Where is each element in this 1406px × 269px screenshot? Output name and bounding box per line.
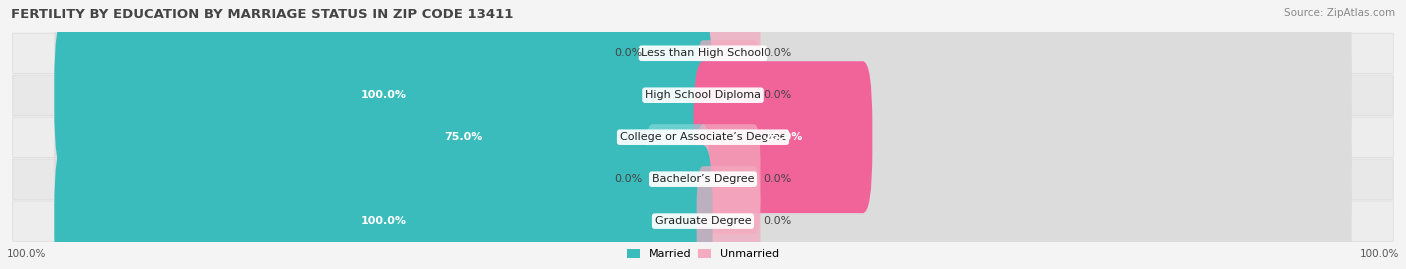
FancyBboxPatch shape [696,0,761,108]
Text: College or Associate’s Degree: College or Associate’s Degree [620,132,786,142]
FancyBboxPatch shape [696,124,761,234]
FancyBboxPatch shape [55,19,713,171]
FancyBboxPatch shape [13,159,1393,199]
Text: 0.0%: 0.0% [614,174,643,184]
FancyBboxPatch shape [55,145,713,269]
Text: 0.0%: 0.0% [763,174,792,184]
FancyBboxPatch shape [693,61,872,213]
Text: Less than High School: Less than High School [641,48,765,58]
Text: 25.0%: 25.0% [763,132,801,142]
FancyBboxPatch shape [693,145,1351,269]
FancyBboxPatch shape [214,61,713,213]
FancyBboxPatch shape [693,19,1351,171]
Text: High School Diploma: High School Diploma [645,90,761,100]
FancyBboxPatch shape [645,124,710,234]
FancyBboxPatch shape [55,103,713,255]
FancyBboxPatch shape [693,61,1351,213]
Text: 0.0%: 0.0% [763,48,792,58]
Text: Source: ZipAtlas.com: Source: ZipAtlas.com [1284,8,1395,18]
FancyBboxPatch shape [55,19,713,171]
Text: 0.0%: 0.0% [614,48,643,58]
FancyBboxPatch shape [55,0,713,129]
Text: 100.0%: 100.0% [7,249,46,259]
FancyBboxPatch shape [13,75,1393,115]
Text: 0.0%: 0.0% [763,216,792,226]
Text: FERTILITY BY EDUCATION BY MARRIAGE STATUS IN ZIP CODE 13411: FERTILITY BY EDUCATION BY MARRIAGE STATU… [11,8,513,21]
FancyBboxPatch shape [645,0,710,108]
Text: Graduate Degree: Graduate Degree [655,216,751,226]
FancyBboxPatch shape [696,40,761,150]
FancyBboxPatch shape [55,145,713,269]
FancyBboxPatch shape [13,117,1393,157]
FancyBboxPatch shape [13,33,1393,73]
Text: 75.0%: 75.0% [444,132,482,142]
FancyBboxPatch shape [55,61,713,213]
Text: 100.0%: 100.0% [360,216,406,226]
FancyBboxPatch shape [693,103,1351,255]
FancyBboxPatch shape [13,201,1393,241]
Legend: Married, Unmarried: Married, Unmarried [621,244,785,263]
Text: 100.0%: 100.0% [360,90,406,100]
Text: 100.0%: 100.0% [1360,249,1399,259]
Text: Bachelor’s Degree: Bachelor’s Degree [652,174,754,184]
FancyBboxPatch shape [696,166,761,269]
FancyBboxPatch shape [693,0,1351,129]
Text: 0.0%: 0.0% [763,90,792,100]
